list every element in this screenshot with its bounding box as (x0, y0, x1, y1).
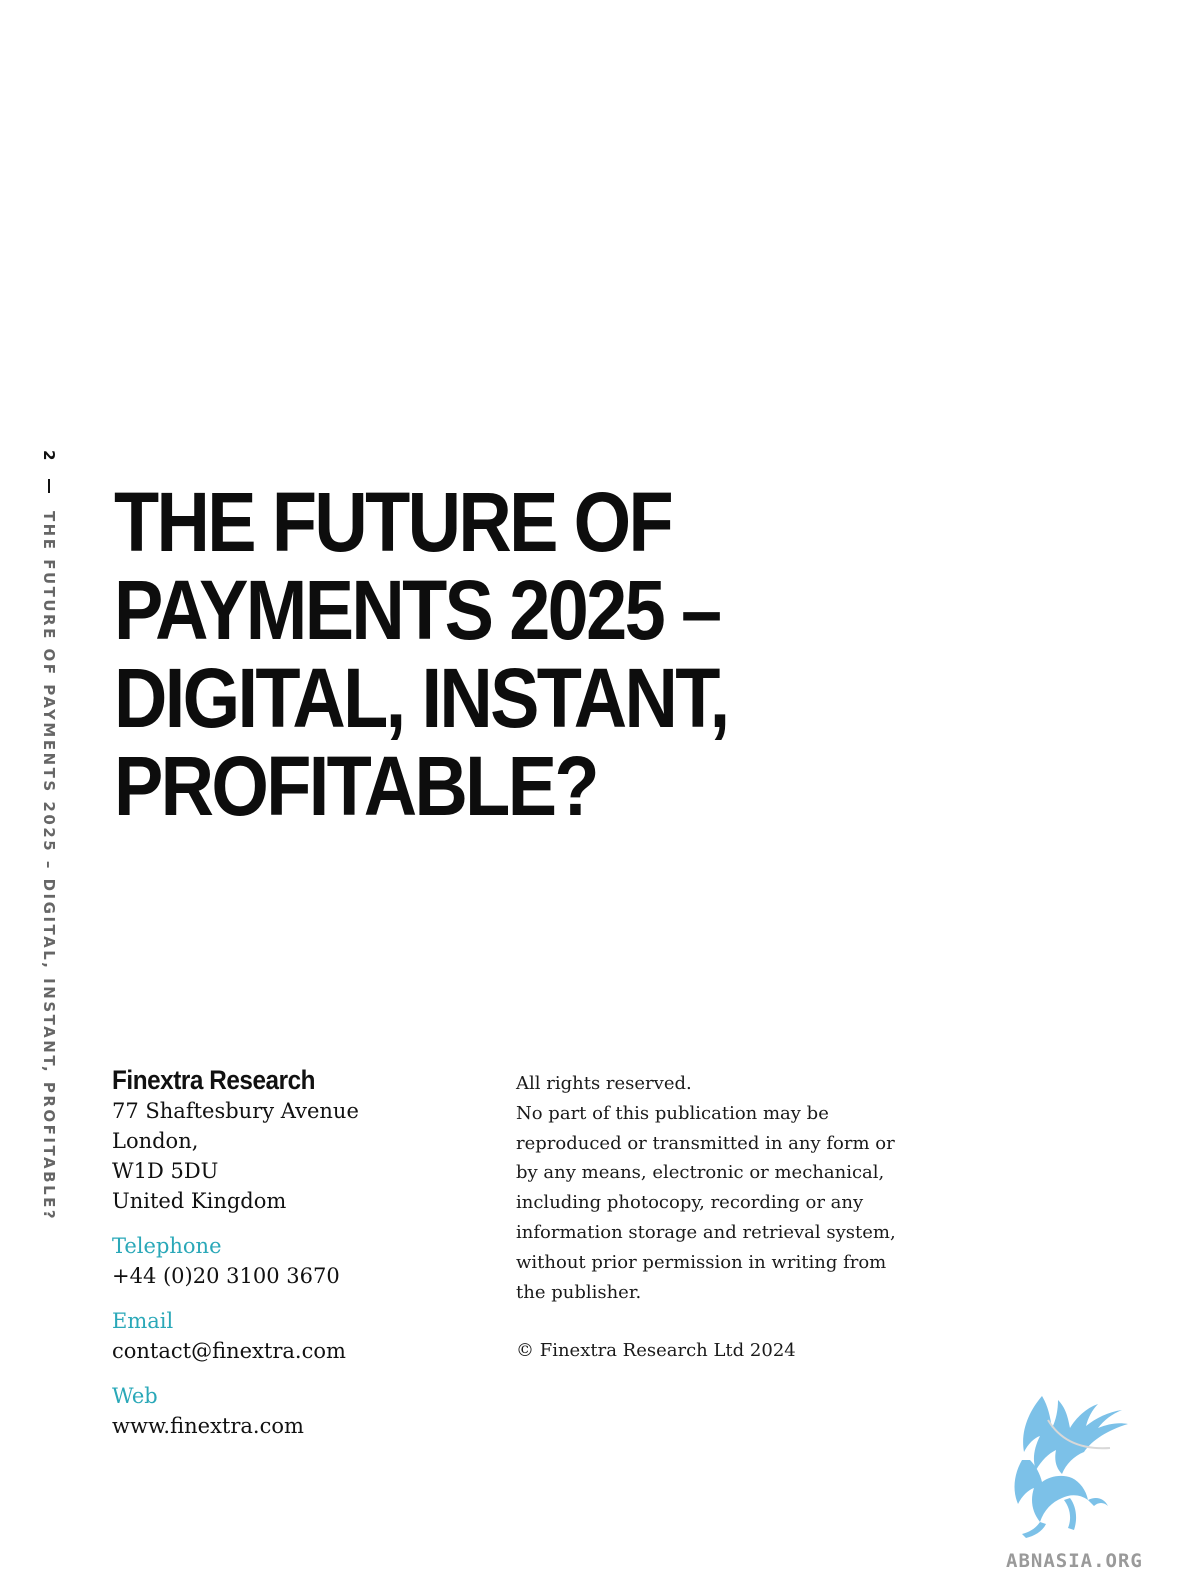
copyright-notice: © Finextra Research Ltd 2024 (516, 1340, 796, 1362)
page-number: 2 (40, 450, 58, 463)
web-link[interactable]: www.finextra.com (112, 1414, 304, 1438)
address-line: W1D 5DU (112, 1159, 219, 1183)
rights-line: by any means, electronic or mechanical, (516, 1162, 885, 1184)
rights-line: the publisher. (516, 1281, 642, 1303)
email-label: Email (112, 1309, 174, 1333)
title-line: THE FUTURE OF (114, 475, 674, 569)
telephone-value[interactable]: +44 (0)20 3100 3670 (112, 1264, 340, 1288)
rights-line: without prior permission in writing from (516, 1251, 887, 1273)
address-line: United Kingdom (112, 1189, 287, 1213)
rights-line: No part of this publication may be (516, 1102, 829, 1124)
rights-line: including photocopy, recording or any (516, 1192, 864, 1214)
rights-line: All rights reserved. (516, 1073, 692, 1094)
email-link[interactable]: contact@finextra.com (112, 1339, 346, 1363)
telephone-label: Telephone (112, 1234, 222, 1258)
web-label: Web (112, 1384, 158, 1408)
running-header: 2 THE FUTURE OF PAYMENTS 2025 – DIGITAL,… (36, 450, 60, 1221)
rights-notice: All rights reserved. No part of this pub… (516, 1069, 896, 1366)
header-separator (48, 478, 50, 493)
title-line: DIGITAL, INSTANT, (114, 651, 730, 745)
contact-block: Finextra Research 77 Shaftesbury Avenue … (112, 1064, 472, 1441)
address-line: London, (112, 1129, 199, 1153)
address: 77 Shaftesbury Avenue London, W1D 5DU Un… (112, 1096, 472, 1216)
running-title: THE FUTURE OF PAYMENTS 2025 – DIGITAL, I… (40, 510, 58, 1222)
title-line: PAYMENTS 2025 – (114, 563, 722, 657)
address-line: 77 Shaftesbury Avenue (112, 1099, 359, 1123)
rights-text: All rights reserved. No part of this pub… (516, 1069, 896, 1307)
watermark-logo: ABNASIA.ORG (1000, 1390, 1180, 1580)
rights-line: information storage and retrieval system… (516, 1221, 896, 1243)
griffin-icon (1014, 1396, 1128, 1538)
running-header-text: 2 THE FUTURE OF PAYMENTS 2025 – DIGITAL,… (40, 450, 58, 1221)
title-line: PROFITABLE? (114, 739, 600, 833)
rights-line: reproduced or transmitted in any form or (516, 1132, 895, 1154)
watermark-text: ABNASIA.ORG (1006, 1550, 1143, 1572)
page-title: THE FUTURE OF PAYMENTS 2025 – DIGITAL, I… (114, 478, 783, 830)
organization-name: Finextra Research (112, 1065, 316, 1095)
